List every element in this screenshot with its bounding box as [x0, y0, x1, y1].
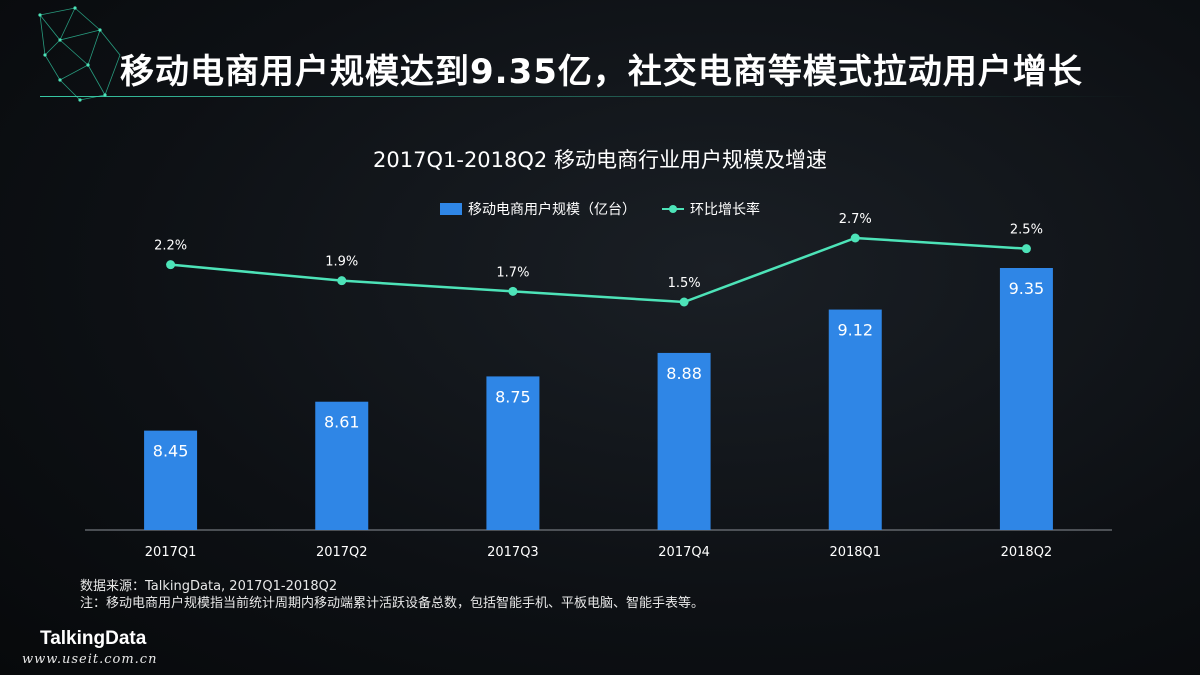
legend-item-bar: 移动电商用户规模（亿台）	[440, 199, 636, 219]
growth-rate-label: 1.5%	[668, 276, 701, 291]
growth-rate-label: 2.2%	[154, 239, 187, 254]
growth-rate-label: 2.5%	[1010, 223, 1043, 238]
x-tick-label: 2018Q2	[1001, 545, 1053, 560]
legend-bar-swatch	[440, 203, 462, 215]
growth-rate-label: 2.7%	[839, 212, 872, 227]
growth-rate-point	[337, 276, 347, 286]
bar-value-label: 9.35	[1009, 279, 1045, 298]
bar-value-label: 8.61	[324, 413, 360, 432]
chart-title: 2017Q1-2018Q2 移动电商行业用户规模及增速	[373, 148, 827, 172]
bar-value-label: 8.88	[666, 364, 702, 383]
x-tick-label: 2017Q4	[658, 545, 710, 560]
bar-2017Q2	[315, 401, 369, 530]
x-tick-label: 2017Q1	[145, 545, 197, 560]
legend-item-line: 环比增长率	[662, 199, 760, 219]
x-tick-label: 2018Q1	[829, 545, 881, 560]
bar-2017Q4	[657, 352, 711, 530]
x-tick-label: 2017Q2	[316, 545, 368, 560]
legend-line-swatch	[662, 203, 684, 215]
definition-note: 注：移动电商用户规模指当前统计周期内移动端累计活跃设备总数，包括智能手机、平板电…	[80, 596, 705, 611]
growth-rate-point	[166, 260, 176, 270]
page-title: 移动电商用户规模达到9.35亿，社交电商等模式拉动用户增长	[120, 52, 1083, 92]
network-decoration	[38, 6, 121, 102]
bar-2018Q2	[999, 268, 1053, 530]
website-watermark: www.useit.com.cn	[22, 652, 158, 667]
growth-rate-label: 1.9%	[325, 255, 358, 270]
legend-bar-label: 移动电商用户规模（亿台）	[468, 202, 636, 218]
growth-rate-point	[850, 233, 860, 243]
growth-rate-line	[170, 236, 1027, 304]
x-tick-label: 2017Q3	[487, 545, 539, 560]
bar-value-label: 8.75	[495, 387, 531, 406]
growth-rate-label: 1.7%	[496, 265, 529, 280]
bar-value-label: 9.12	[837, 321, 873, 340]
bar-value-label: 8.45	[153, 442, 189, 461]
bar-2017Q3	[486, 376, 540, 530]
title-underline	[40, 96, 1140, 97]
growth-rate-point	[1021, 244, 1031, 254]
brand-logo: TalkingData	[40, 628, 147, 649]
legend-line-label: 环比增长率	[690, 202, 760, 218]
bar-2018Q1	[828, 309, 882, 530]
growth-rate-point	[679, 297, 689, 307]
growth-rate-point	[508, 286, 518, 296]
bar-2017Q1	[144, 430, 198, 530]
chart-legend: 移动电商用户规模（亿台） 环比增长率	[0, 199, 1200, 219]
footnotes: 数据来源：TalkingData, 2017Q1-2018Q2 注：移动电商用户…	[80, 578, 704, 612]
source-note: 数据来源：TalkingData, 2017Q1-2018Q2	[80, 579, 338, 594]
